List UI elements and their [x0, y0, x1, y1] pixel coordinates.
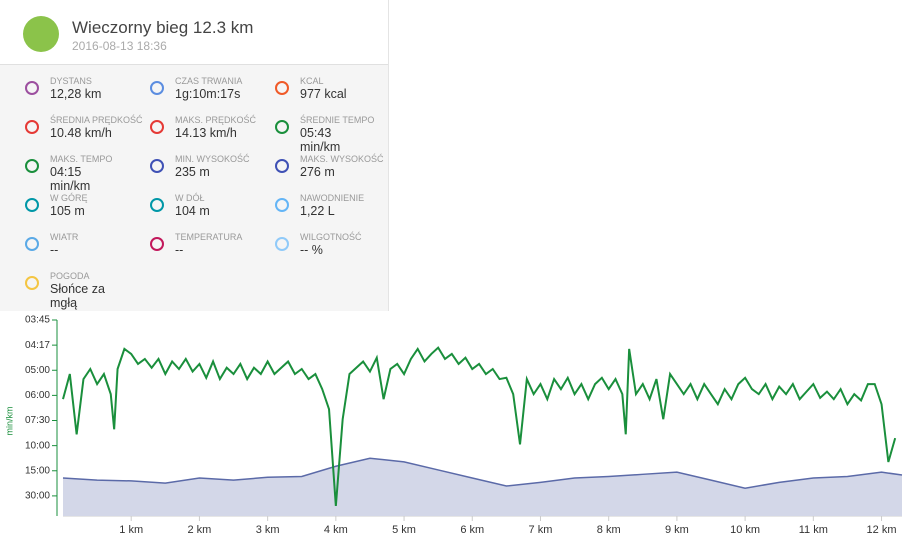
x-tick-label: 9 km — [665, 524, 689, 536]
y-tick-label: 30:00 — [25, 491, 50, 502]
x-tick-label: 3 km — [256, 524, 280, 536]
stat-value: -- % — [300, 243, 323, 257]
x-tick-label: 12 km — [867, 524, 897, 536]
stat-label: WILGOTNOŚĆ — [300, 232, 362, 242]
stat-label: W DÓŁ — [175, 193, 205, 203]
stat-value: 105 m — [50, 204, 85, 218]
x-tick-label: 10 km — [730, 524, 760, 536]
stat-label: MAKS. PRĘDKOŚĆ — [175, 115, 257, 125]
chart: min/km 03:45 04:17 05:00 06:00 07:30 10:00 15:… — [4, 315, 903, 536]
stat-icon — [275, 81, 289, 95]
x-tick-label: 2 km — [188, 524, 212, 536]
x-tick-label: 7 km — [529, 524, 553, 536]
stat-icon — [275, 159, 289, 173]
stat-icon — [275, 120, 289, 134]
stat-label: NAWODNIENIE — [300, 193, 365, 203]
stat-icon — [150, 120, 164, 134]
stat-label: MAKS. TEMPO — [50, 154, 113, 164]
stat-label: DYSTANS — [50, 76, 92, 86]
card-header: Wieczorny bieg 12.3 km 2016-08-13 18:36 — [0, 0, 388, 65]
stat-value: 04:15 min/km — [50, 165, 91, 193]
y-tick-label: 05:00 — [25, 365, 50, 376]
stat-icon — [150, 237, 164, 251]
stat-value: 10.48 km/h — [50, 126, 112, 140]
stat-value: Słońce za mgłą — [50, 282, 105, 310]
stat-label: TEMPERATURA — [175, 232, 243, 242]
stat-label: ŚREDNIA PRĘDKOŚĆ — [50, 115, 143, 125]
y-axis-title: min/km — [4, 407, 14, 436]
x-tick-label: 4 km — [324, 524, 348, 536]
stat-icon — [150, 159, 164, 173]
stat-label: WIATR — [50, 232, 79, 242]
activity-card: Wieczorny bieg 12.3 km 2016-08-13 18:36 … — [0, 0, 389, 311]
stat-label: MIN. WYSOKOŚĆ — [175, 154, 250, 164]
stat-value: 1g:10m:17s — [175, 87, 241, 101]
x-tick-label: 6 km — [460, 524, 484, 536]
stat-value: -- — [50, 243, 59, 257]
activity-date: 2016-08-13 18:36 — [72, 39, 167, 53]
stat-value: 12,28 km — [50, 87, 102, 101]
y-tick-label: 15:00 — [25, 465, 50, 476]
x-tick-label: 8 km — [597, 524, 621, 536]
activity-title: Wieczorny bieg 12.3 km — [72, 18, 254, 37]
stat-icon — [275, 198, 289, 212]
stat-icon — [150, 198, 164, 212]
stat-icon — [25, 120, 39, 134]
stat-label: KCAL — [300, 76, 324, 86]
y-tick-label: 06:00 — [25, 390, 50, 401]
stat-label: CZAS TRWANIA — [175, 76, 243, 86]
x-tick-label: 11 km — [799, 524, 828, 536]
stat-icon — [150, 81, 164, 95]
stat-value: 104 m — [175, 204, 210, 218]
stat-value: 05:43 min/km — [300, 126, 341, 154]
stat-label: MAKS. WYSOKOŚĆ — [300, 154, 384, 164]
stat-value: 14.13 km/h — [175, 126, 237, 140]
stat-icon — [25, 276, 39, 290]
pace-line — [62, 346, 897, 507]
elevation-area — [63, 458, 902, 516]
stat-value: 1,22 L — [300, 204, 335, 218]
y-tick-label: 10:00 — [25, 440, 50, 451]
stat-icon — [275, 237, 289, 251]
stat-icon — [25, 237, 39, 251]
stat-label: ŚREDNIE TEMPO — [300, 115, 375, 125]
stat-value: 235 m — [175, 165, 210, 179]
y-tick-label: 03:45 — [25, 315, 50, 326]
stat-value: 276 m — [300, 165, 335, 179]
stat-icon — [25, 159, 39, 173]
x-tick-label: 5 km — [392, 524, 416, 536]
run-icon — [23, 16, 59, 52]
elevation-line — [62, 457, 903, 489]
stat-icon — [25, 198, 39, 212]
stat-label: POGODA — [50, 271, 90, 281]
x-tick-label: 1 km — [119, 524, 143, 536]
stat-value: -- — [175, 243, 184, 257]
stat-icon — [25, 81, 39, 95]
stat-value: 977 kcal — [300, 87, 347, 101]
stat-label: W GÓRĘ — [50, 193, 88, 203]
y-tick-label: 04:17 — [25, 340, 50, 351]
y-tick-label: 07:30 — [25, 415, 50, 426]
